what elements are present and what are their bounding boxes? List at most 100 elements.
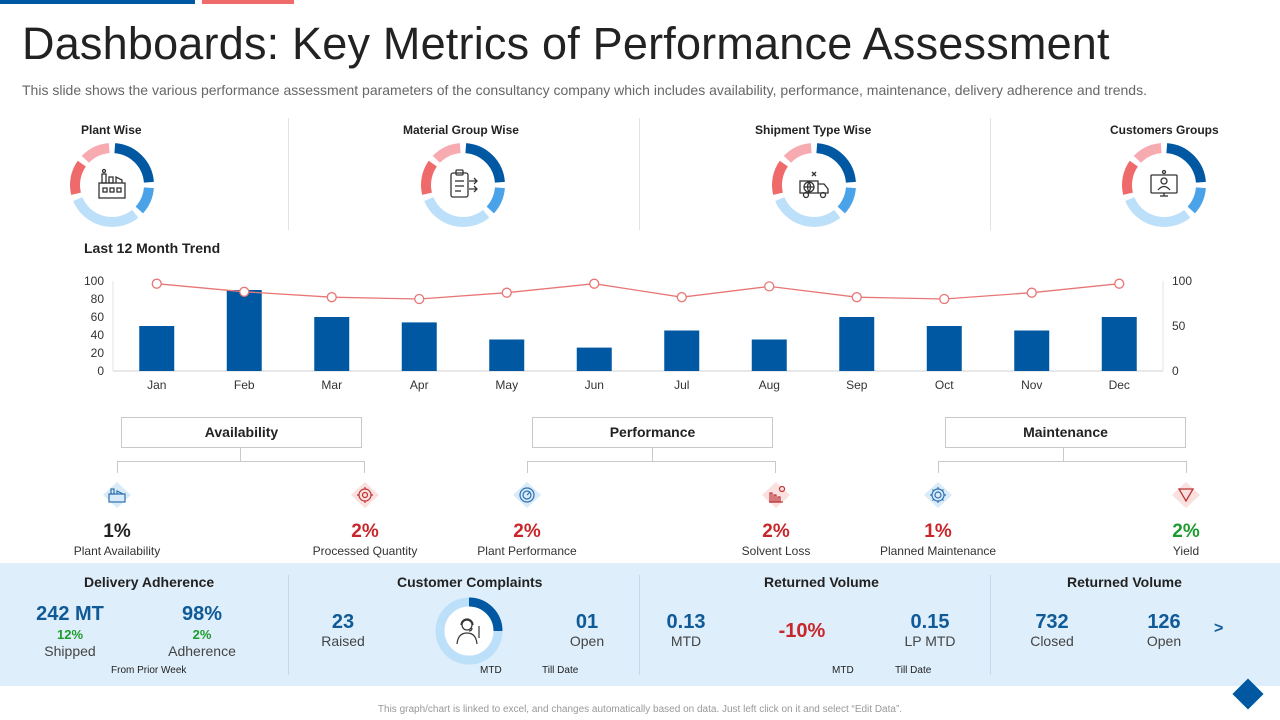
donut-segment [1133, 143, 1162, 163]
raised-value: 23 [331, 611, 355, 633]
adherence-pct: 2% [192, 627, 212, 642]
open-complaints-value: 01 [575, 611, 599, 633]
shipment-type-donut-chart[interactable] [769, 140, 859, 230]
metric-label: Plant Performance [477, 544, 577, 558]
mtd-note: MTD [480, 665, 502, 676]
complaints-donut-chart [435, 597, 503, 665]
metric-value: 1% [103, 521, 131, 542]
returned-volume-title: Returned Volume [1067, 574, 1182, 590]
connector-line [117, 461, 118, 473]
page-title: Dashboards: Key Metrics of Performance A… [22, 18, 1110, 69]
donut-segment [432, 143, 461, 163]
kpi-divider [639, 575, 640, 675]
performance-header: Performance [532, 417, 773, 448]
closed-label: Closed [1030, 633, 1074, 649]
donut-panel-plant: Plant Wise [0, 114, 351, 234]
metric-label: Planned Maintenance [879, 544, 997, 558]
donut-segment [424, 196, 490, 227]
trend-point [326, 292, 337, 303]
shipped-value: 242 MT [36, 603, 104, 625]
connector-line [1186, 461, 1187, 473]
gauge-gear-icon [513, 482, 541, 508]
donut-segment [81, 143, 110, 163]
trend-line [156, 283, 1120, 300]
funnel-icon [1172, 482, 1200, 508]
donut-segment [1166, 143, 1206, 183]
next-arrow-button[interactable]: > [1214, 620, 1224, 637]
trend-bar [926, 326, 962, 371]
y-left-tick-label: 0 [97, 364, 104, 378]
connector-line [364, 461, 365, 473]
donut-label-shipment: Shipment Type Wise [755, 123, 872, 137]
gear-globe-icon [351, 482, 379, 508]
customer-complaints-panel: Customer Complaints 23 Raised 01 Open MT… [288, 563, 639, 686]
donut-segment [70, 160, 87, 195]
y-left-tick-label: 40 [91, 328, 105, 342]
lp-mtd-value: 0.15 [910, 611, 950, 633]
factory-icon [103, 482, 131, 508]
returned-volume-status-panel: Returned Volume 732 Closed 126 Open [990, 563, 1280, 686]
donut-label-material: Material Group Wise [403, 123, 519, 137]
raised-label: Raised [321, 633, 365, 649]
trend-bar [489, 339, 525, 371]
donut-label-customers: Customers Groups [1110, 123, 1219, 137]
donut-segment [73, 196, 139, 227]
metric-solvent-loss: 2% Solvent Loss [701, 482, 851, 558]
trend-chart: 0 20 40 60 80 100 0 50 100 Jan Feb Mar Apr May Jun Jul A… [84, 274, 1192, 392]
x-tick-label: Sep [846, 378, 868, 392]
x-tick-label: Aug [759, 378, 780, 392]
metric-value: 2% [762, 521, 790, 542]
clipboard-transfer-icon [450, 169, 478, 198]
connector-line [240, 448, 241, 461]
y-right-tick-label: 50 [1172, 319, 1186, 333]
complaints-title: Customer Complaints [397, 574, 543, 590]
x-tick-label: Feb [234, 378, 255, 392]
donut-segment [783, 143, 812, 163]
x-tick-label: Jan [147, 378, 166, 392]
returned-volume-mtd-panel: Returned Volume 0.13 MTD -10% 0.15 LP MT… [639, 563, 990, 686]
connector-line [652, 448, 653, 461]
donut-label-plant: Plant Wise [81, 123, 142, 137]
trend-point [1114, 278, 1125, 289]
closed-value: 732 [1035, 611, 1069, 633]
trend-point [589, 278, 600, 289]
maintenance-gear-icon [924, 482, 952, 508]
y-right-tick-label: 0 [1172, 364, 1179, 378]
metric-label: Processed Quantity [312, 544, 418, 558]
donut-segment [1125, 196, 1191, 227]
connector-line [1063, 448, 1064, 461]
trend-bar [314, 317, 350, 371]
customer-screen-icon [1150, 169, 1178, 197]
metric-label: Plant Availability [73, 544, 161, 558]
donut-panel-material: Material Group Wise [351, 114, 702, 234]
x-tick-label: Nov [1021, 378, 1042, 392]
y-right-tick-label: 100 [1172, 274, 1192, 288]
metric-value: 1% [924, 521, 952, 542]
donut-divider [639, 118, 640, 230]
donut-segment [135, 187, 154, 214]
availability-header: Availability [121, 417, 362, 448]
accent-bar-blue [0, 0, 195, 4]
trend-bar [1014, 330, 1050, 371]
trend-bar [226, 290, 262, 371]
delivery-adherence-panel: Delivery Adherence 242 MT 12% Shipped 98… [0, 563, 288, 686]
customers-groups-donut-chart[interactable] [1119, 140, 1209, 230]
donut-segment [114, 143, 154, 183]
delivery-title: Delivery Adherence [84, 574, 215, 590]
trend-point [414, 293, 425, 305]
mtd-label: MTD [670, 633, 702, 649]
connector-line [527, 461, 776, 462]
lp-mtd-label: LP MTD [904, 633, 956, 649]
x-tick-label: Apr [410, 378, 429, 392]
trend-point [851, 292, 862, 303]
metric-label: Yield [1172, 544, 1200, 558]
trend-bar [139, 326, 175, 371]
x-tick-label: Oct [935, 378, 954, 392]
material-group-donut-chart[interactable] [418, 140, 508, 230]
metric-plant-performance: 2% Plant Performance [452, 482, 602, 558]
open-returns-value: 126 [1147, 611, 1181, 633]
plant-donut-chart[interactable] [67, 140, 157, 230]
trend-bar [1101, 317, 1137, 371]
connector-line [117, 461, 365, 462]
connector-line [527, 461, 528, 473]
